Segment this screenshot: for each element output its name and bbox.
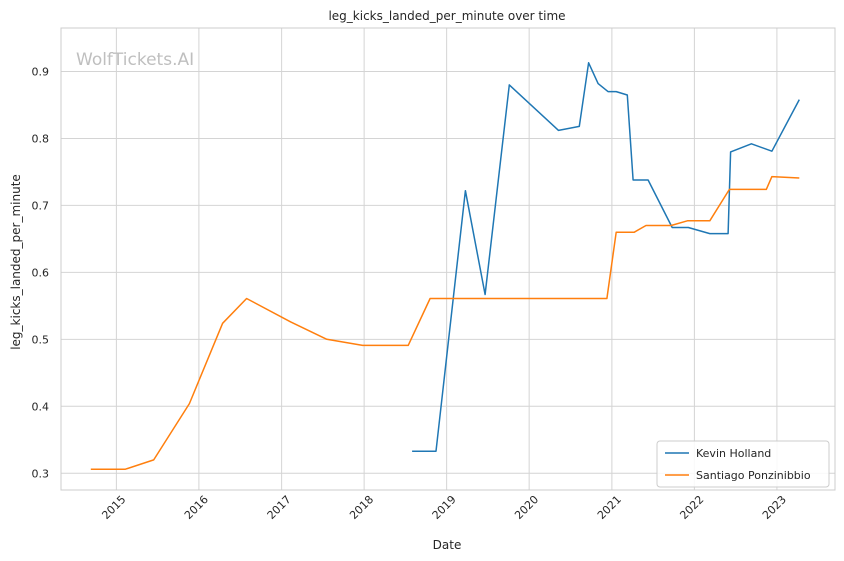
y-axis-ticks: 0.3 0.4 0.5 0.6 0.7 0.8 0.9	[32, 66, 50, 481]
y-tick-label: 0.6	[32, 266, 50, 279]
y-tick-label: 0.5	[32, 333, 50, 346]
series-line-santiago-ponzinibbio	[90, 175, 800, 470]
y-tick-label: 0.4	[32, 400, 50, 413]
x-axis-ticks: 2015 2016 2017 2018 2019 2020 2021 2022 2023	[99, 493, 789, 522]
legend-box	[656, 440, 830, 488]
legend-label-kevin-holland: Kevin Holland	[696, 447, 771, 460]
chart-title: leg_kicks_landed_per_minute over time	[328, 9, 565, 23]
legend-label-santiago-ponzinibbio: Santiago Ponzinibbio	[696, 469, 811, 482]
legend: Kevin Holland Santiago Ponzinibbio	[656, 440, 830, 488]
series-layer	[90, 62, 800, 470]
y-tick-label: 0.9	[32, 66, 50, 79]
series-line-kevin-holland	[412, 62, 800, 452]
x-axis-label: Date	[433, 538, 462, 552]
watermark: WolfTickets.AI	[76, 50, 194, 70]
y-tick-label: 0.8	[32, 132, 50, 145]
plot-frame	[60, 27, 836, 491]
y-tick-label: 0.3	[32, 467, 50, 480]
y-tick-label: 0.7	[32, 199, 50, 212]
y-axis-label: leg_kicks_landed_per_minute	[9, 174, 23, 350]
